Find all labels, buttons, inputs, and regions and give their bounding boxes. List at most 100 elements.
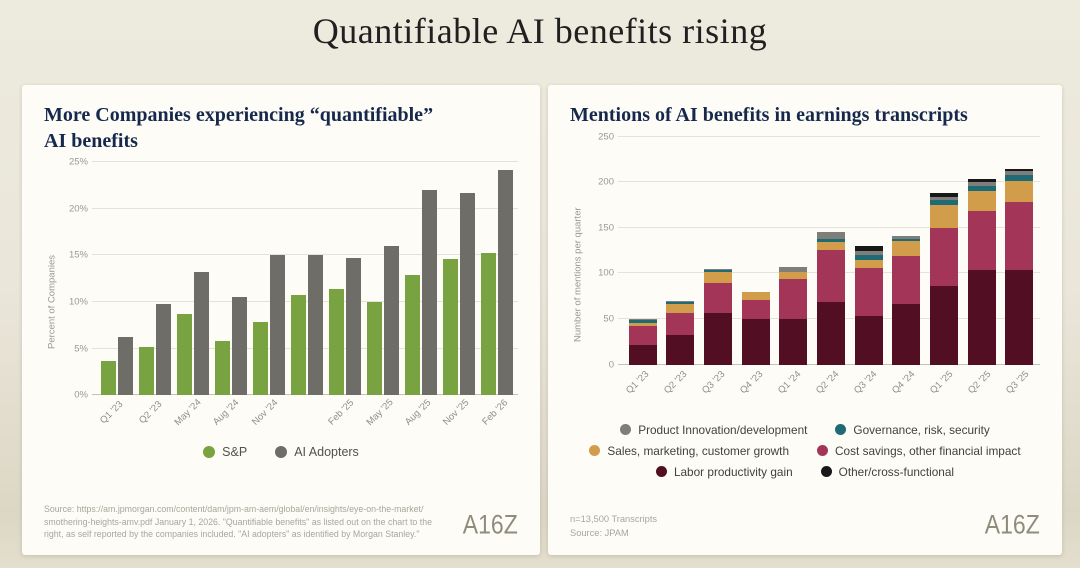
left-chart-card: More Companies experiencing “quantifiabl…	[22, 85, 540, 555]
legend-label: AI Adopters	[294, 445, 359, 460]
x-tick-4: Nov '24	[249, 397, 287, 443]
segment	[704, 312, 733, 365]
x-tick-label: Q1 '23	[623, 368, 652, 396]
stacked-bar-2	[704, 137, 733, 365]
bar-group-8	[925, 137, 963, 365]
legend-row: Labor productivity gain Other/cross-funct…	[570, 465, 1040, 479]
left-x-axis-labels: Q1 '23 Q2 '23 May '24 Aug '24 Nov '24 Feb '25…	[96, 397, 518, 443]
y-tick-label-150: 150	[598, 222, 614, 234]
x-tick-label: Q3 '23	[699, 368, 728, 396]
right-legend: Product Innovation/development Governance…	[570, 423, 1040, 479]
stacked-bar-10	[1005, 137, 1034, 365]
right-plot: 0 50 100 150 200 250	[598, 131, 1040, 370]
segment	[628, 322, 657, 327]
x-tick-5	[288, 397, 326, 443]
x-tick-label: May '25	[364, 397, 396, 429]
bar-group-2	[699, 137, 737, 365]
x-tick-label: Q4 '24	[889, 368, 918, 396]
segment	[967, 179, 996, 183]
segment	[816, 249, 845, 302]
x-tick-label: Aug '24	[211, 397, 242, 428]
y-tick-label-25: 25%	[68, 156, 88, 168]
segment	[1005, 181, 1034, 203]
segment	[628, 326, 657, 346]
legend-label: Cost savings, other financial impact	[835, 443, 1021, 458]
bar	[118, 337, 133, 396]
x-tick-label: Q1 '23	[98, 399, 126, 427]
x-tick-0: Q1 '23	[96, 397, 134, 443]
segment	[816, 242, 845, 250]
bar	[346, 258, 361, 396]
bar	[367, 302, 382, 396]
right-x-axis-labels: Q1 '23 Q2 '23 Q3 '23 Q4 '23 Q1 '24 Q2 '24 Q3 '…	[622, 367, 1040, 413]
left-plot: 0% 5% 10% 15% 20% 25%	[69, 157, 518, 401]
left-y-axis-label: Percent of Companies	[46, 255, 58, 350]
legend-item: S&P	[203, 445, 247, 459]
segment	[929, 227, 958, 287]
bar-group-9	[963, 137, 1001, 365]
legend-dot	[203, 446, 216, 459]
left-card-content: More Companies experiencing “quantifiabl…	[22, 85, 540, 555]
segment	[628, 319, 657, 323]
legend-label: Governance, risk, security	[853, 422, 990, 437]
bar	[139, 346, 154, 396]
legend-label: Labor productivity gain	[673, 464, 793, 479]
x-tick-1: Q2 '23	[660, 367, 698, 413]
segment	[704, 282, 733, 313]
segment	[967, 191, 996, 212]
bar	[270, 255, 285, 396]
stacked-bar-3	[741, 137, 770, 365]
x-tick-5: Q2 '24	[812, 367, 850, 413]
bar-group-0	[624, 137, 662, 365]
legend-dot	[655, 466, 667, 478]
bar-group-6	[326, 162, 364, 396]
segment	[704, 268, 733, 270]
segment	[929, 286, 958, 365]
legend-label: S&P	[222, 445, 248, 460]
segment	[666, 312, 695, 336]
y-tick-label-200: 200	[598, 176, 614, 188]
bar	[422, 190, 437, 396]
segment	[854, 246, 883, 251]
a16z-logo: A16Z	[985, 509, 1040, 540]
segment	[929, 196, 958, 201]
bar-group-8	[402, 162, 440, 396]
segment	[779, 319, 808, 365]
segment	[666, 335, 695, 365]
stacked-bar-8	[929, 137, 958, 365]
segment	[892, 304, 921, 365]
gridline-250	[618, 135, 1040, 137]
bar-group-2	[174, 162, 212, 396]
bar	[329, 288, 344, 396]
x-tick-8: Aug '25	[403, 397, 441, 443]
segment	[816, 231, 845, 239]
bar	[177, 314, 192, 396]
bar	[194, 272, 209, 396]
gridline-150	[618, 226, 1040, 228]
y-tick-label-5: 5%	[74, 343, 88, 355]
bar-group-0	[98, 162, 136, 396]
stacked-bar-1	[666, 137, 695, 365]
y-tick-label-0: 0%	[74, 389, 88, 401]
x-tick-label: Nov '24	[249, 397, 280, 428]
segment	[816, 238, 845, 243]
stacked-bar-4	[779, 137, 808, 365]
source-note: Source: https://am.jpmorgan.com/content/…	[44, 503, 432, 540]
x-tick-label: Q4 '23	[737, 368, 766, 396]
segment	[854, 250, 883, 256]
segment	[779, 271, 808, 279]
legend-item: Cost savings, other financial impact	[817, 444, 1021, 458]
x-tick-label: May '24	[172, 397, 204, 429]
bars-grid	[624, 137, 1038, 365]
gridline-200	[618, 181, 1040, 183]
segment	[666, 303, 695, 313]
segment	[628, 319, 657, 320]
y-tick-label-50: 50	[603, 313, 614, 325]
x-tick-3: Aug '24	[211, 397, 249, 443]
bar	[384, 246, 399, 396]
legend-dot	[589, 445, 601, 457]
x-tick-label: Aug '25	[403, 397, 434, 428]
page-title: Quantifiable AI benefits rising	[312, 11, 768, 51]
bar-group-1	[136, 162, 174, 396]
right-chart-area: 0 50 100 150 200 250 Q1 '23 Q2 '23 Q3 '23 Q4 '23…	[598, 131, 1040, 413]
